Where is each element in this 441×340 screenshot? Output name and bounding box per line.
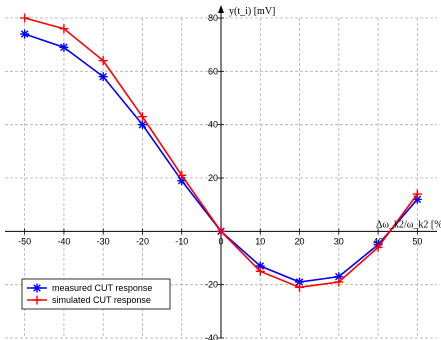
- x-tick-label: 50: [412, 236, 422, 246]
- y-tick-label: 40: [208, 120, 218, 130]
- data-point: [98, 56, 108, 66]
- y-tick-label: 20: [208, 173, 218, 183]
- x-tick-label: -40: [57, 236, 70, 246]
- data-point: [295, 282, 305, 292]
- data-point: [137, 120, 147, 130]
- legend-item: measured CUT response: [27, 283, 152, 293]
- legend: measured CUT response simulated CUT respo…: [21, 278, 171, 310]
- legend-marker: [32, 295, 42, 305]
- y-tick-label: 60: [208, 66, 218, 76]
- legend-item: simulated CUT response: [27, 295, 151, 305]
- x-tick-label: 30: [334, 236, 344, 246]
- data-point: [137, 112, 147, 122]
- data-point: [20, 13, 30, 23]
- x-tick-label: 20: [295, 236, 305, 246]
- data-point: [59, 42, 69, 52]
- y-tick-label: -20: [205, 280, 218, 290]
- data-point: [216, 226, 226, 236]
- legend-marker: [32, 283, 42, 293]
- x-tick-label: -50: [18, 236, 31, 246]
- x-tick-label: -10: [175, 236, 188, 246]
- legend-box: [21, 278, 171, 310]
- data-point: [412, 189, 422, 199]
- data-point: [334, 277, 344, 287]
- y-axis-arrow: [218, 5, 224, 13]
- y-tick-label: -40: [205, 333, 218, 340]
- x-tick-label: -20: [136, 236, 149, 246]
- data-point: [177, 170, 187, 180]
- legend-label: measured CUT response: [52, 283, 152, 293]
- y-axis-label: y(t_i) [mV]: [229, 6, 275, 17]
- x-tick-label: 10: [255, 236, 265, 246]
- x-tick-label: 0: [218, 236, 223, 246]
- x-axis-label: Δω_k2/ω_k2 [%]: [376, 219, 441, 230]
- data-point: [98, 72, 108, 82]
- series-simulated: [20, 13, 422, 292]
- data-point: [373, 242, 383, 252]
- y-tick-label: 80: [208, 13, 218, 23]
- data-point: [59, 24, 69, 34]
- x-tick-label: -30: [97, 236, 110, 246]
- legend-label: simulated CUT response: [52, 295, 151, 305]
- series-layer: [20, 13, 422, 292]
- data-point: [255, 266, 265, 276]
- data-point: [20, 29, 30, 39]
